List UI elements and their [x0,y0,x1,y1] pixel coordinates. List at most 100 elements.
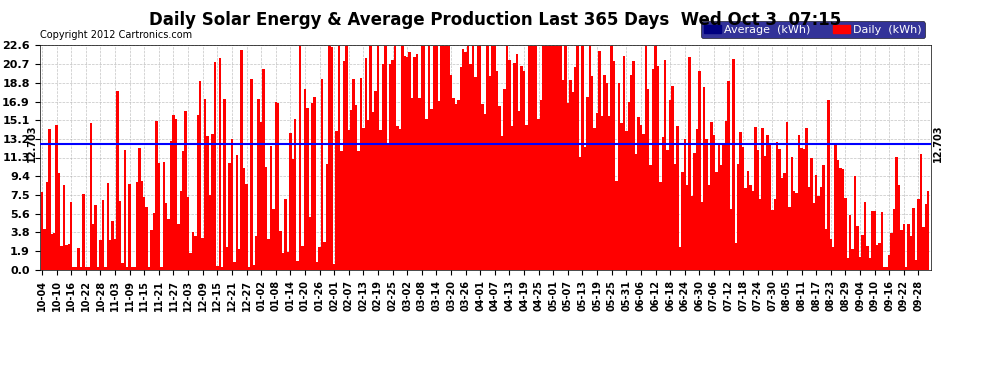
Bar [82,194,84,270]
Bar [671,86,674,270]
Bar [459,68,462,270]
Bar [601,116,603,270]
Bar [511,126,513,270]
Bar [890,232,893,270]
Bar [279,231,282,270]
Bar [162,162,165,270]
Bar [250,79,252,270]
Bar [920,154,922,270]
Bar [871,211,873,270]
Bar [846,258,849,270]
Bar [184,111,187,270]
Bar [50,234,53,270]
Bar [41,192,44,270]
Bar [559,46,561,270]
Bar [917,199,920,270]
Bar [623,56,625,270]
Bar [262,69,264,270]
Bar [915,260,917,270]
Bar [386,145,389,270]
Bar [674,164,676,270]
Bar [873,211,876,270]
Bar [379,130,381,270]
Bar [800,148,803,270]
Bar [172,114,174,270]
Bar [535,46,538,270]
Bar [431,109,433,270]
Bar [733,59,735,270]
Bar [77,248,80,270]
Bar [199,81,202,270]
Bar [126,267,129,270]
Bar [409,53,411,270]
Bar [391,60,394,270]
Bar [596,113,598,270]
Bar [289,133,292,270]
Bar [749,185,751,270]
Bar [783,173,786,270]
Bar [449,75,452,270]
Bar [445,46,447,270]
Bar [818,196,820,270]
Bar [364,58,367,270]
Bar [608,116,611,270]
Bar [858,257,861,270]
Bar [416,54,418,270]
Bar [165,203,167,270]
Bar [742,147,744,270]
Bar [628,102,630,270]
Bar [661,137,664,270]
Bar [282,253,284,270]
Bar [80,267,82,270]
Bar [854,176,856,270]
Bar [611,46,613,270]
Bar [564,46,566,270]
Bar [796,193,798,270]
Bar [94,206,97,270]
Bar [121,263,124,270]
Bar [136,182,139,270]
Bar [616,181,618,270]
Bar [664,60,666,270]
Bar [301,246,304,270]
Bar [791,157,793,270]
Bar [640,124,643,270]
Bar [630,75,633,270]
Bar [464,52,467,270]
Bar [314,96,316,270]
Bar [738,164,740,270]
Bar [820,187,823,270]
Bar [547,46,549,270]
Bar [561,80,564,270]
Bar [832,247,835,270]
Bar [571,92,574,270]
Bar [316,262,319,270]
Bar [878,243,881,270]
Bar [192,232,194,270]
Bar [350,110,352,270]
Bar [494,46,496,270]
Bar [761,129,764,270]
Bar [746,171,749,270]
Bar [696,129,698,270]
Bar [840,168,842,270]
Bar [503,88,506,270]
Bar [754,127,756,270]
Bar [287,252,289,270]
Bar [489,76,491,270]
Bar [112,221,114,270]
Bar [336,131,338,270]
Bar [576,46,579,270]
Bar [718,144,720,270]
Bar [467,46,469,270]
Bar [369,46,372,270]
Bar [544,46,547,270]
Bar [593,128,596,270]
Bar [84,267,87,270]
Bar [530,46,533,270]
Bar [377,46,379,270]
Bar [649,165,651,270]
Bar [863,202,866,270]
Bar [359,78,362,270]
Bar [119,201,121,270]
